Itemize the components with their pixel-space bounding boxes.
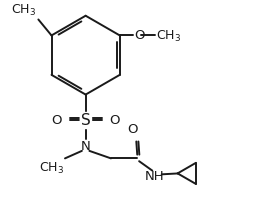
Text: CH$_3$: CH$_3$ [39, 160, 64, 176]
Text: O: O [109, 114, 119, 127]
Text: O: O [133, 29, 144, 42]
Text: CH$_3$: CH$_3$ [11, 3, 36, 18]
Text: O: O [52, 114, 62, 127]
Text: CH$_3$: CH$_3$ [156, 29, 181, 44]
Text: N: N [81, 139, 90, 152]
Text: O: O [127, 122, 137, 135]
Text: NH: NH [144, 169, 163, 182]
Text: S: S [81, 113, 90, 128]
